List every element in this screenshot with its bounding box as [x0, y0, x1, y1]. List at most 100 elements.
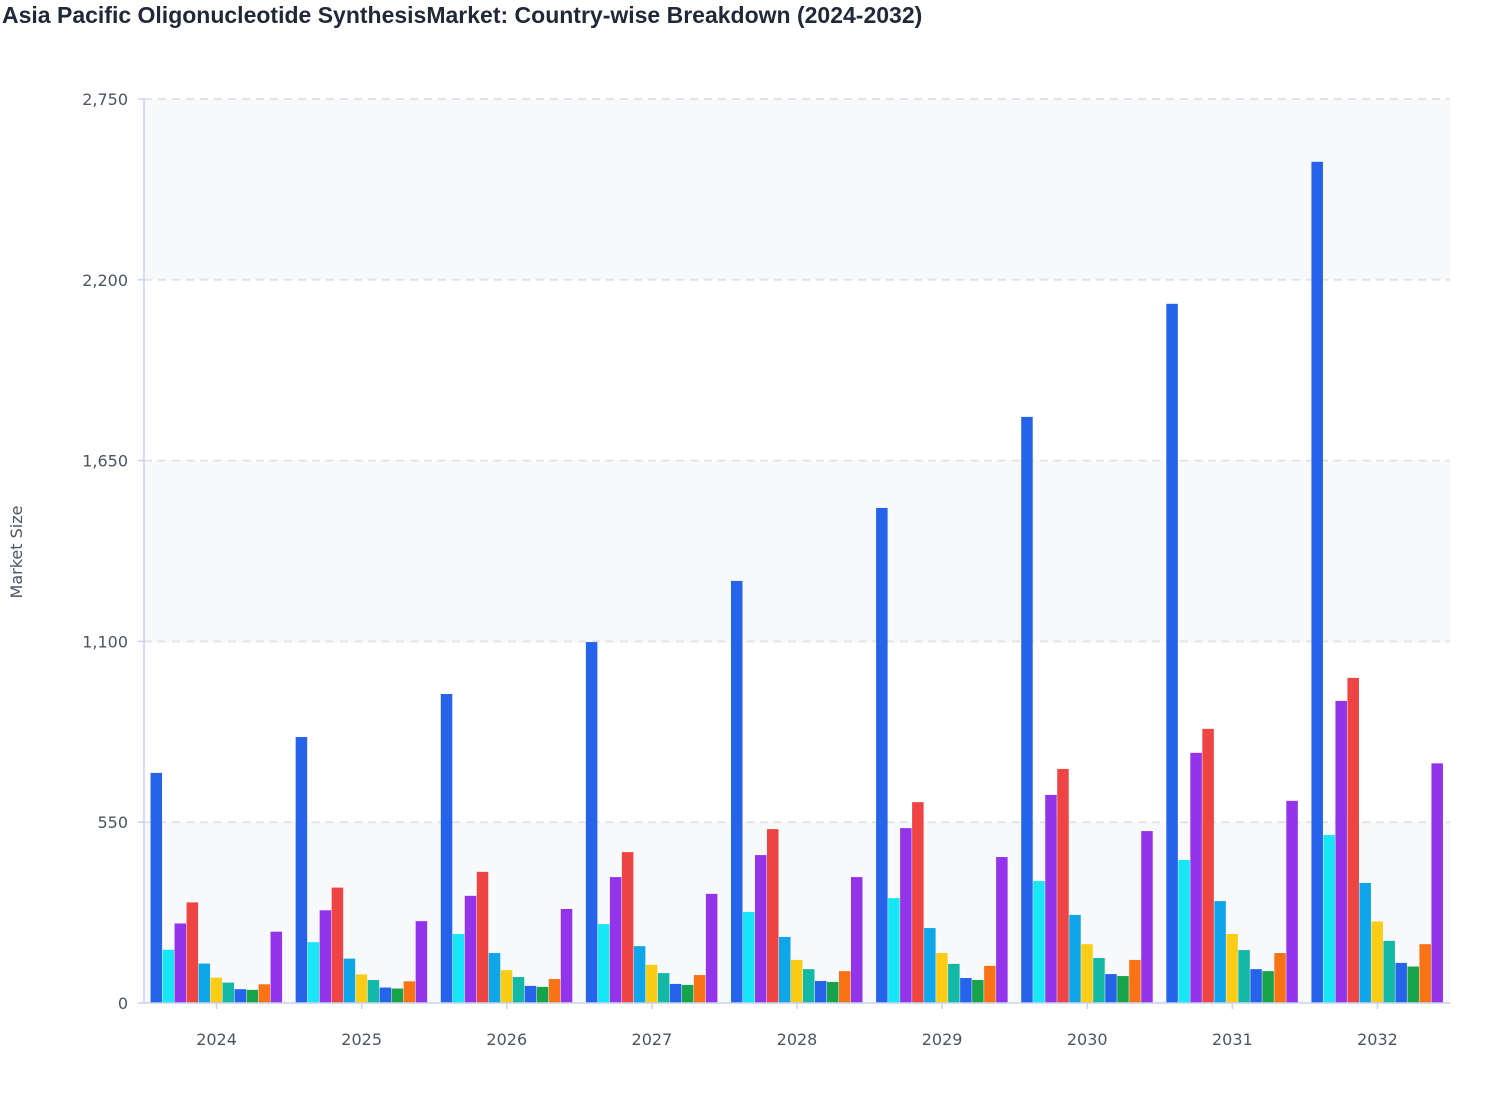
- bar-2028-series-5[interactable]: [779, 936, 791, 1003]
- bar-2028-series-2[interactable]: [743, 911, 755, 1003]
- bar-2032-series-3[interactable]: [1335, 700, 1347, 1003]
- bar-2024-series-10[interactable]: [258, 984, 271, 1003]
- bar-2027-series-2[interactable]: [597, 924, 610, 1003]
- bar-2031-series-6[interactable]: [1226, 933, 1238, 1003]
- bar-2026-series-10[interactable]: [548, 979, 561, 1003]
- bar-2026-series-3[interactable]: [464, 895, 477, 1003]
- bar-2026-series-7[interactable]: [512, 977, 525, 1003]
- bar-2029-series-11[interactable]: [996, 857, 1008, 1003]
- bar-2028-series-6[interactable]: [791, 959, 803, 1003]
- bar-2024-series-1[interactable]: [150, 772, 163, 1003]
- bar-2031-series-7[interactable]: [1238, 950, 1250, 1003]
- bar-2030-series-1[interactable]: [1021, 416, 1033, 1003]
- bar-2025-series-4[interactable]: [331, 887, 344, 1003]
- bar-2025-series-9[interactable]: [391, 988, 404, 1003]
- bar-2029-series-5[interactable]: [924, 928, 936, 1003]
- bar-2024-series-5[interactable]: [198, 963, 211, 1003]
- bar-2026-series-1[interactable]: [440, 693, 453, 1003]
- bar-2029-series-6[interactable]: [936, 953, 948, 1003]
- bar-2029-series-3[interactable]: [900, 828, 912, 1003]
- bar-2028-series-3[interactable]: [755, 855, 767, 1003]
- x-tick-label: 2024: [196, 1030, 237, 1049]
- bar-2030-series-2[interactable]: [1033, 881, 1045, 1003]
- bar-2029-series-1[interactable]: [876, 507, 888, 1003]
- bar-2024-series-7[interactable]: [222, 982, 235, 1003]
- bar-2024-series-4[interactable]: [186, 902, 199, 1003]
- bar-2025-series-8[interactable]: [379, 987, 392, 1003]
- bar-2026-series-4[interactable]: [476, 871, 489, 1003]
- bar-2030-series-11[interactable]: [1141, 831, 1153, 1003]
- bar-2025-series-7[interactable]: [367, 979, 380, 1003]
- bar-2027-series-5[interactable]: [633, 946, 646, 1003]
- bar-2032-series-10[interactable]: [1419, 944, 1431, 1003]
- bar-2026-series-9[interactable]: [536, 986, 549, 1003]
- bar-2027-series-11[interactable]: [705, 893, 718, 1003]
- bar-2028-series-4[interactable]: [767, 829, 779, 1003]
- bar-2030-series-5[interactable]: [1069, 914, 1081, 1003]
- bar-2032-series-6[interactable]: [1371, 921, 1383, 1003]
- bar-2026-series-8[interactable]: [524, 985, 537, 1003]
- bar-2024-series-8[interactable]: [234, 989, 247, 1003]
- bar-2029-series-7[interactable]: [948, 963, 960, 1003]
- bar-2031-series-4[interactable]: [1202, 728, 1214, 1003]
- bar-2031-series-9[interactable]: [1262, 971, 1274, 1003]
- bar-2032-series-7[interactable]: [1383, 940, 1395, 1003]
- bar-2026-series-5[interactable]: [488, 953, 501, 1003]
- bar-2028-series-8[interactable]: [815, 980, 827, 1003]
- bar-2025-series-11[interactable]: [415, 921, 428, 1003]
- bar-2026-series-2[interactable]: [452, 933, 465, 1003]
- bar-2029-series-2[interactable]: [888, 898, 900, 1003]
- bar-2025-series-10[interactable]: [403, 981, 416, 1003]
- bar-2032-series-8[interactable]: [1395, 962, 1407, 1003]
- bar-2032-series-1[interactable]: [1311, 161, 1323, 1003]
- bar-2024-series-9[interactable]: [246, 989, 259, 1003]
- bar-2025-series-2[interactable]: [307, 942, 320, 1003]
- bar-2030-series-7[interactable]: [1093, 957, 1105, 1003]
- bar-2028-series-11[interactable]: [851, 877, 863, 1003]
- bar-2024-series-11[interactable]: [270, 931, 283, 1003]
- bar-2027-series-4[interactable]: [621, 852, 634, 1003]
- bar-2030-series-9[interactable]: [1117, 976, 1129, 1003]
- bar-2025-series-3[interactable]: [319, 910, 332, 1003]
- bar-2027-series-9[interactable]: [681, 984, 694, 1003]
- bar-2030-series-3[interactable]: [1045, 794, 1057, 1003]
- bar-2026-series-6[interactable]: [500, 970, 513, 1003]
- bar-2024-series-3[interactable]: [174, 923, 187, 1003]
- bar-2027-series-3[interactable]: [609, 877, 622, 1003]
- bar-2030-series-10[interactable]: [1129, 959, 1141, 1003]
- bar-2031-series-1[interactable]: [1166, 303, 1178, 1003]
- bar-2029-series-9[interactable]: [972, 979, 984, 1003]
- bar-2025-series-5[interactable]: [343, 958, 356, 1003]
- bar-2031-series-3[interactable]: [1190, 752, 1202, 1003]
- bar-2024-series-6[interactable]: [210, 977, 223, 1003]
- bar-2026-series-11[interactable]: [560, 908, 573, 1003]
- bar-2028-series-7[interactable]: [803, 969, 815, 1003]
- bar-2032-series-2[interactable]: [1323, 835, 1335, 1003]
- bar-2028-series-1[interactable]: [731, 580, 743, 1003]
- bar-2027-series-10[interactable]: [693, 975, 706, 1003]
- bar-2027-series-8[interactable]: [669, 983, 682, 1003]
- bar-2024-series-2[interactable]: [162, 949, 175, 1003]
- bar-2031-series-11[interactable]: [1286, 800, 1298, 1003]
- bar-2029-series-8[interactable]: [960, 978, 972, 1003]
- bar-2030-series-4[interactable]: [1057, 768, 1069, 1003]
- bar-2031-series-5[interactable]: [1214, 901, 1226, 1003]
- bar-2031-series-8[interactable]: [1250, 969, 1262, 1003]
- bar-2028-series-9[interactable]: [827, 981, 839, 1003]
- bar-2027-series-6[interactable]: [645, 964, 658, 1003]
- bar-2031-series-2[interactable]: [1178, 860, 1190, 1003]
- bar-2032-series-9[interactable]: [1407, 966, 1419, 1003]
- bar-2028-series-10[interactable]: [839, 971, 851, 1003]
- bar-2029-series-4[interactable]: [912, 802, 924, 1003]
- bar-2029-series-10[interactable]: [984, 965, 996, 1003]
- bar-2031-series-10[interactable]: [1274, 953, 1286, 1003]
- bar-2032-series-11[interactable]: [1431, 763, 1443, 1003]
- bar-2032-series-5[interactable]: [1359, 883, 1371, 1003]
- bar-2030-series-8[interactable]: [1105, 974, 1117, 1003]
- bar-2030-series-6[interactable]: [1081, 944, 1093, 1003]
- bar-2032-series-4[interactable]: [1347, 677, 1359, 1003]
- bar-2025-series-6[interactable]: [355, 974, 368, 1003]
- bar-2027-series-1[interactable]: [585, 642, 598, 1003]
- bar-2027-series-7[interactable]: [657, 973, 670, 1003]
- bar-2025-series-1[interactable]: [295, 737, 308, 1003]
